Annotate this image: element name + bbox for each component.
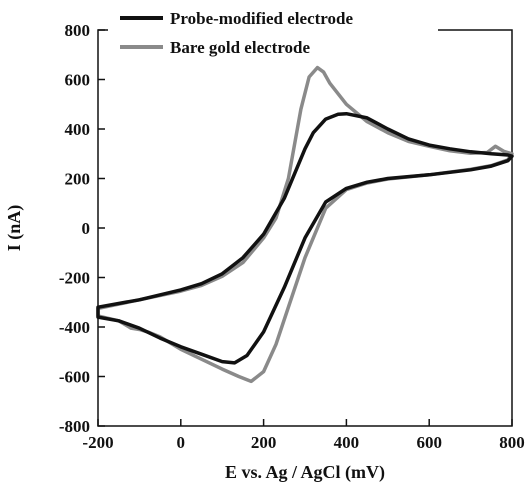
x-axis-title: E vs. Ag / AgCl (mV) [225,462,385,483]
y-tick-label: 600 [65,71,91,90]
y-tick-label: 800 [65,21,91,40]
y-tick-label: -200 [59,269,90,288]
y-tick-label: 0 [82,219,91,238]
x-tick-label: 800 [499,433,525,452]
y-tick-label: -800 [59,417,90,436]
legend-box [108,6,438,64]
series-line-probe-modified [96,111,514,365]
y-tick-label: -600 [59,368,90,387]
series-layer [96,65,514,384]
x-tick-label: 600 [416,433,442,452]
axis-ticks: -200 0 200 400 600 800 -800 -600 -400 -200 0 200 400… [59,21,525,452]
legend-label-bare-gold: Bare gold electrode [170,38,311,57]
y-axis-title: I (nA) [4,205,25,252]
legend-label-probe-modified: Probe-modified electrode [170,9,353,28]
y-tick-label: -400 [59,318,90,337]
x-tick-label: 400 [334,433,360,452]
y-tick-label: 400 [65,120,91,139]
legend: Probe-modified electrode Bare gold elect… [108,6,438,64]
x-tick-label: 200 [251,433,277,452]
series-line-bare-gold [96,65,514,384]
x-tick-label: -200 [82,433,113,452]
y-tick-label: 200 [65,170,91,189]
x-tick-label: 0 [177,433,186,452]
